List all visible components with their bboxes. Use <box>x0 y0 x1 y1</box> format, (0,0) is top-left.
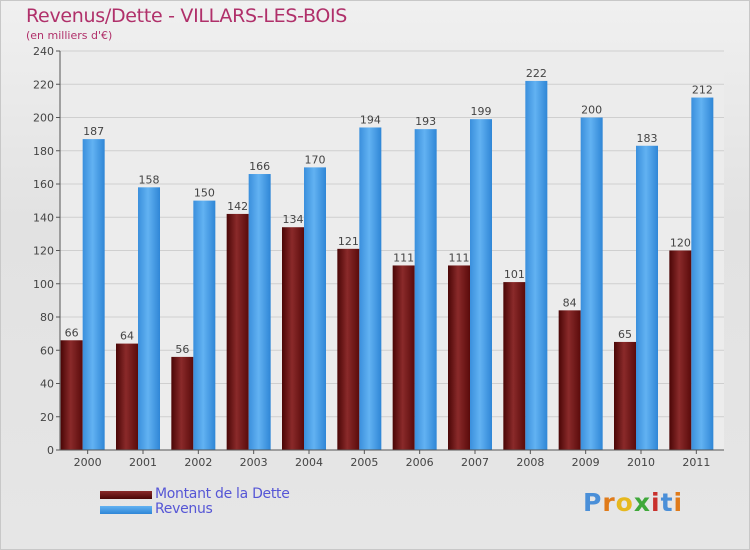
grid-lines <box>60 50 724 450</box>
x-tick-label: 2008 <box>516 456 544 469</box>
x-tick-label: 2001 <box>129 456 157 469</box>
data-label-revenus: 200 <box>581 104 602 117</box>
bar-revenus <box>304 167 326 450</box>
y-tick-label: 40 <box>40 378 54 391</box>
bar-dette <box>392 265 415 450</box>
data-label-dette: 66 <box>65 326 79 339</box>
bar-revenus <box>138 187 160 450</box>
data-label-revenus: 166 <box>249 160 270 173</box>
logo-letter: t <box>660 488 674 517</box>
data-label-dette: 120 <box>670 237 691 250</box>
y-tick-label: 0 <box>47 444 54 457</box>
data-labels: 0 20 40 60 80 100 120 140 160 180 200 220 240 66 187 20… <box>33 45 713 469</box>
y-tick-label: 120 <box>33 245 54 258</box>
y-tick-label: 80 <box>40 311 54 324</box>
x-tick-label: 2011 <box>682 456 710 469</box>
x-tick-label: 2010 <box>627 456 655 469</box>
bar-dette <box>116 343 138 450</box>
y-tick-label: 20 <box>40 411 54 424</box>
data-label-revenus: 170 <box>305 153 326 166</box>
chart-subtitle: (en milliers d'€) <box>26 29 113 42</box>
bar-revenus <box>636 145 658 450</box>
legend-swatch-dette <box>100 491 152 499</box>
data-label-dette: 111 <box>449 251 470 264</box>
y-tick-label: 180 <box>33 145 54 158</box>
legend-swatch-revenus <box>100 506 152 514</box>
legend-label-dette: Montant de la Dette <box>155 486 290 502</box>
proxiti-logo: Proxiti <box>583 488 683 517</box>
data-label-revenus: 199 <box>471 105 492 118</box>
logo-letter: i <box>673 488 684 517</box>
bar-revenus <box>193 200 216 450</box>
bar-revenus <box>525 80 548 451</box>
x-tick-label: 2006 <box>406 456 434 469</box>
y-tick-label: 100 <box>33 278 54 291</box>
x-tick-label: 2002 <box>184 456 212 469</box>
bar-dette <box>60 340 83 450</box>
bar-revenus <box>359 127 382 450</box>
chart-title: Revenus/Dette - VILLARS-LES-BOIS <box>26 5 348 27</box>
y-tick-label: 60 <box>40 344 54 357</box>
data-label-dette: 65 <box>618 328 632 341</box>
x-tick-label: 2007 <box>461 456 489 469</box>
bar-revenus <box>691 97 714 451</box>
bar-dette <box>282 227 304 450</box>
y-tick-label: 240 <box>33 45 54 58</box>
data-label-dette: 134 <box>283 213 304 226</box>
bars <box>60 80 714 451</box>
data-label-revenus: 183 <box>637 132 658 145</box>
data-label-revenus: 212 <box>692 84 713 97</box>
data-label-revenus: 158 <box>139 173 160 186</box>
axes <box>56 50 724 454</box>
x-tick-label: 2009 <box>572 456 600 469</box>
bar-dette <box>171 356 194 450</box>
bar-dette <box>337 248 360 450</box>
logo-letter: r <box>602 488 616 517</box>
data-label-revenus: 150 <box>194 187 215 200</box>
data-label-dette: 142 <box>227 200 248 213</box>
bar-dette <box>503 282 526 450</box>
bar-revenus <box>470 119 492 450</box>
bar-revenus <box>248 174 271 450</box>
data-label-dette: 56 <box>175 343 189 356</box>
data-label-dette: 111 <box>393 251 414 264</box>
data-label-revenus: 193 <box>415 115 436 128</box>
x-tick-label: 2004 <box>295 456 323 469</box>
logo-letter: i <box>651 488 661 517</box>
bar-dette <box>669 250 692 450</box>
bar-revenus <box>414 129 437 450</box>
bar-revenus <box>580 117 603 450</box>
bar-dette <box>614 341 636 450</box>
data-label-revenus: 222 <box>526 67 547 80</box>
y-tick-label: 200 <box>33 112 54 125</box>
data-label-dette: 84 <box>563 296 577 309</box>
data-label-dette: 121 <box>338 235 359 248</box>
x-tick-label: 2003 <box>240 456 268 469</box>
x-tick-label: 2005 <box>350 456 378 469</box>
data-label-dette: 101 <box>504 268 525 281</box>
y-tick-label: 160 <box>33 178 54 191</box>
data-label-dette: 64 <box>120 330 134 343</box>
data-label-revenus: 187 <box>83 125 104 138</box>
legend-label-revenus: Revenus <box>155 501 213 517</box>
bar-dette <box>558 310 581 450</box>
logo-letter: x <box>633 488 651 517</box>
logo-letter: P <box>583 488 603 517</box>
y-tick-label: 140 <box>33 211 54 224</box>
x-tick-label: 2000 <box>74 456 102 469</box>
logo-letter: o <box>615 488 634 517</box>
data-label-revenus: 194 <box>360 113 381 126</box>
y-tick-label: 220 <box>33 78 54 91</box>
bar-revenus <box>82 139 105 451</box>
bar-dette <box>226 213 249 450</box>
bar-dette <box>448 265 470 450</box>
